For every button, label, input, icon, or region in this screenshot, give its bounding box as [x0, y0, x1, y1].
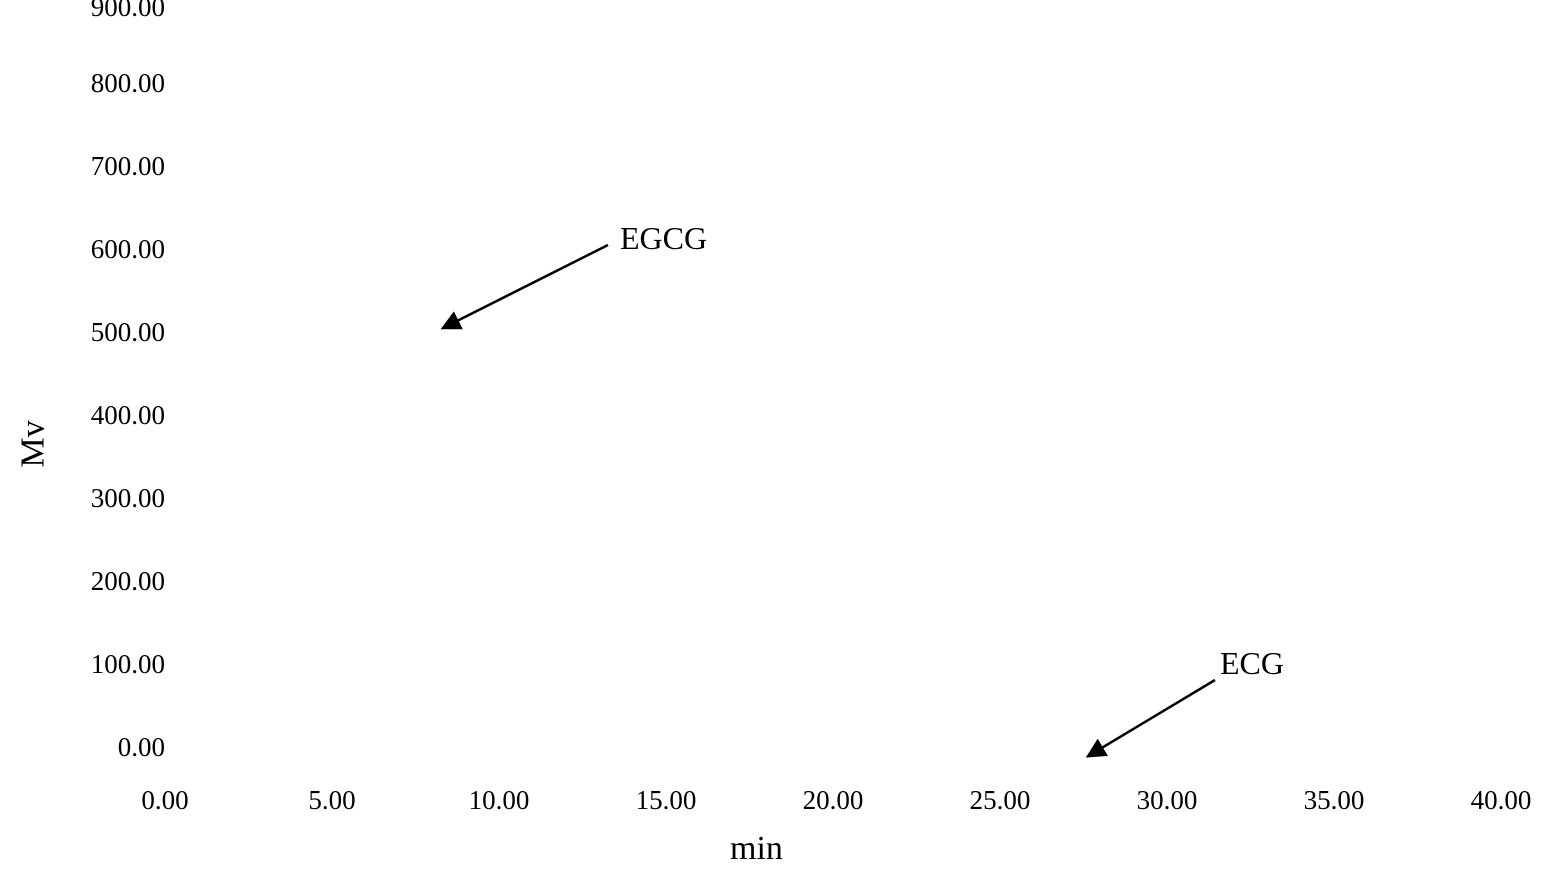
- annotation-label-egcg: EGCG: [620, 220, 707, 257]
- annotation-arrow-egcg: [445, 245, 608, 327]
- annotation-label-ecg: ECG: [1220, 645, 1284, 682]
- y-axis-label: Mv: [15, 420, 53, 467]
- y-axis-label-text: Mv: [15, 420, 52, 467]
- chromatogram-chart: Mv 0.00 100.00 200.00 300.00 400.00 500.00 600…: [0, 0, 1551, 879]
- x-axis-label: min: [730, 830, 783, 868]
- x-tick-label: 0.00: [125, 785, 205, 816]
- y-tick-label: 400.00: [91, 400, 165, 431]
- x-axis-label-text: min: [730, 830, 783, 867]
- annotation-arrow-ecg: [1090, 680, 1215, 755]
- arrow-overlay: [0, 0, 1551, 879]
- y-tick-label: 200.00: [91, 566, 165, 597]
- x-tick-label: 15.00: [626, 785, 706, 816]
- y-tick-label: 0.00: [118, 732, 165, 763]
- x-tick-label: 25.00: [960, 785, 1040, 816]
- y-tick-label: 100.00: [91, 649, 165, 680]
- y-tick-label: 800.00: [91, 68, 165, 99]
- x-tick-label: 20.00: [793, 785, 873, 816]
- x-tick-label: 10.00: [459, 785, 539, 816]
- y-tick-label: 600.00: [91, 234, 165, 265]
- y-tick-label: 900.00: [91, 0, 165, 23]
- x-tick-label: 30.00: [1127, 785, 1207, 816]
- x-tick-label: 40.00: [1461, 785, 1541, 816]
- y-tick-label: 300.00: [91, 483, 165, 514]
- y-tick-label: 700.00: [91, 151, 165, 182]
- x-tick-label: 5.00: [292, 785, 372, 816]
- x-tick-label: 35.00: [1294, 785, 1374, 816]
- y-tick-label: 500.00: [91, 317, 165, 348]
